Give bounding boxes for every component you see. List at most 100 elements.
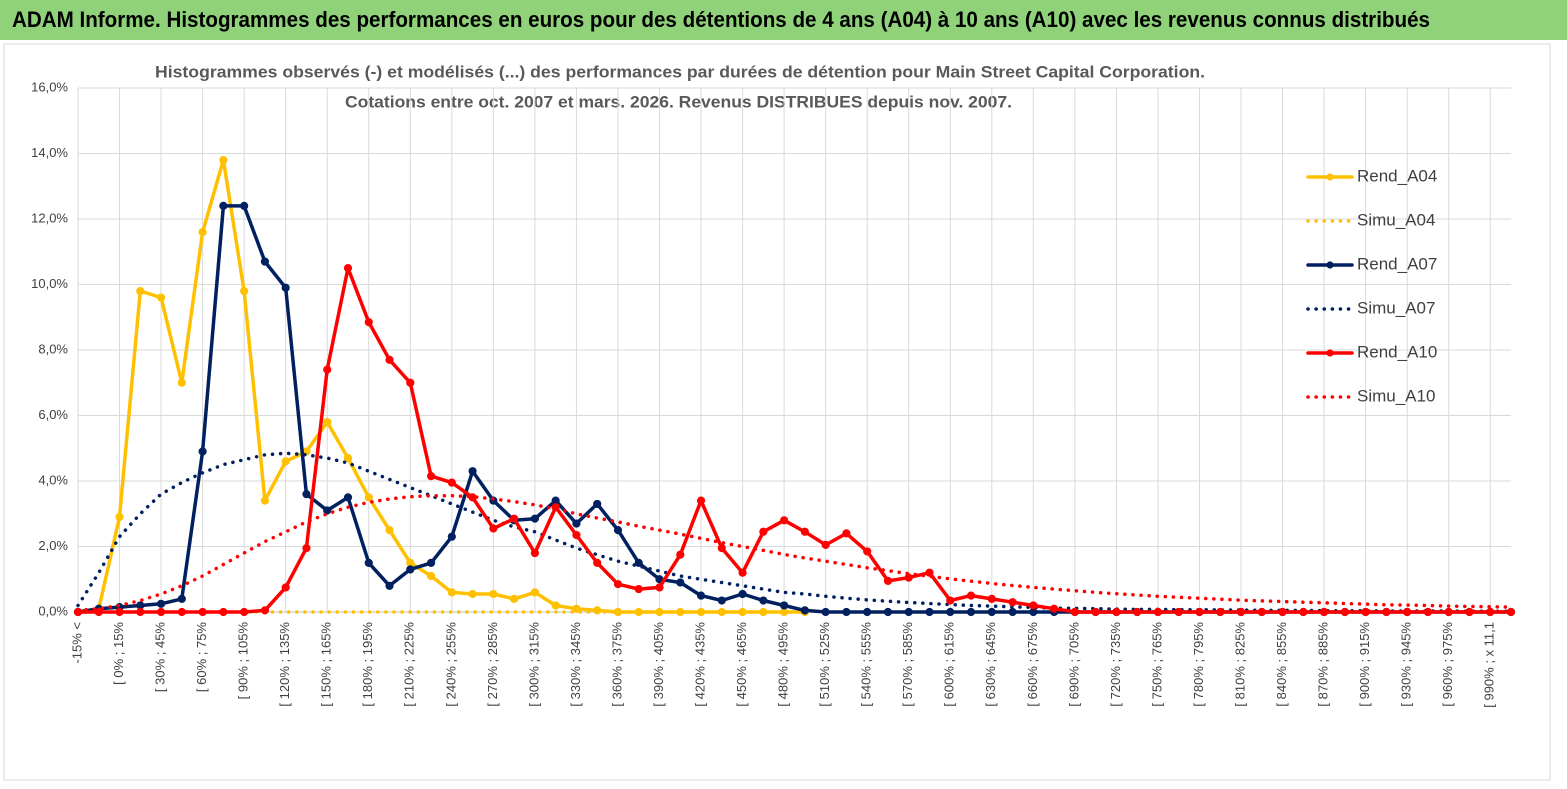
data-point <box>863 547 872 556</box>
x-tick-label: [ 990% ; x 11,1 <box>1482 622 1497 708</box>
data-point <box>966 607 976 617</box>
data-point <box>946 596 955 605</box>
y-tick-label: 16,0% <box>31 79 68 94</box>
data-point <box>1070 607 1079 617</box>
data-point <box>1236 607 1246 617</box>
data-point <box>198 447 207 456</box>
data-point <box>260 257 270 266</box>
data-point <box>115 512 124 522</box>
data-point <box>489 589 498 599</box>
data-point <box>385 526 394 535</box>
data-point <box>343 453 353 463</box>
data-point <box>1257 607 1266 617</box>
data-point <box>780 516 789 525</box>
x-tick-label: [ 210% ; 225% <box>402 622 417 707</box>
data-point <box>1008 607 1017 617</box>
data-point <box>240 286 249 296</box>
data-point <box>572 519 581 528</box>
data-point <box>842 529 851 538</box>
data-point <box>987 607 996 617</box>
data-point <box>1486 607 1495 617</box>
x-tick-label: [ 870% ; 885% <box>1316 622 1331 707</box>
data-point <box>219 607 228 617</box>
x-tick-label: [ 360% ; 375% <box>609 622 624 707</box>
x-tick-label: [ 270% ; 285% <box>485 622 500 707</box>
data-point <box>281 583 290 592</box>
data-point <box>219 155 228 165</box>
data-point <box>219 201 228 210</box>
chart-frame <box>3 43 1551 781</box>
data-point <box>883 576 893 585</box>
data-point <box>1091 607 1100 617</box>
data-point <box>156 599 166 608</box>
x-tick-label: -15% < <box>69 622 84 664</box>
data-point <box>510 514 519 523</box>
data-point <box>177 607 186 617</box>
data-point <box>696 496 706 505</box>
x-tick-label: [ 660% ; 675% <box>1025 622 1040 707</box>
data-point <box>1050 604 1059 613</box>
data-point <box>1361 607 1370 617</box>
data-point <box>572 604 581 613</box>
data-point <box>530 588 539 597</box>
data-point <box>323 506 332 515</box>
data-point <box>925 607 934 617</box>
data-point <box>260 496 270 505</box>
x-tick-label: [ 720% ; 735% <box>1108 622 1123 707</box>
x-tick-label: [ 390% ; 405% <box>651 622 666 707</box>
data-point <box>447 588 456 597</box>
data-point <box>281 283 290 292</box>
data-point <box>780 601 789 610</box>
data-point <box>302 544 311 553</box>
data-point <box>323 417 332 427</box>
data-point <box>447 478 456 487</box>
legend-label: Rend_A07 <box>1357 254 1437 273</box>
data-point <box>655 583 664 592</box>
x-tick-label: [ 930% ; 945% <box>1399 622 1414 707</box>
data-point <box>468 589 477 599</box>
data-point <box>717 544 726 553</box>
legend-marker <box>1326 261 1334 269</box>
data-point <box>281 457 290 466</box>
x-tick-label: [ 30% ; 45% <box>153 622 168 693</box>
data-point <box>676 550 685 559</box>
legend-label: Rend_A04 <box>1357 166 1437 185</box>
data-point <box>738 568 747 577</box>
legend-label: Rend_A10 <box>1357 342 1437 361</box>
y-tick-label: 2,0% <box>38 538 68 553</box>
data-point <box>364 558 373 567</box>
x-tick-label: [ 480% ; 495% <box>776 622 791 707</box>
y-tick-label: 14,0% <box>31 145 68 160</box>
data-point <box>156 607 166 617</box>
data-point <box>406 378 415 387</box>
data-point <box>364 493 373 502</box>
y-tick-label: 6,0% <box>38 407 68 422</box>
data-point <box>240 201 249 210</box>
data-point <box>676 578 685 587</box>
data-point <box>468 467 477 476</box>
chart-subtitle: Cotations entre oct. 2007 et mars. 2026.… <box>345 92 1012 111</box>
data-point <box>156 293 166 302</box>
x-tick-label: [ 900% ; 915% <box>1357 622 1372 707</box>
data-point <box>738 589 747 599</box>
data-line <box>76 266 1513 614</box>
data-point <box>530 548 539 558</box>
data-point <box>177 378 186 387</box>
legend-label: Simu_A07 <box>1357 298 1435 317</box>
data-point <box>510 594 519 604</box>
data-point <box>426 471 436 481</box>
data-point <box>821 607 830 617</box>
data-point <box>447 532 456 541</box>
data-point <box>883 607 893 617</box>
data-point <box>323 365 332 374</box>
data-point <box>1444 607 1453 617</box>
header-title: ADAM Informe. Histogrammes des performan… <box>12 7 1430 32</box>
y-tick-label: 10,0% <box>31 276 68 291</box>
data-point <box>1506 607 1516 617</box>
x-tick-label: [ 750% ; 765% <box>1149 622 1164 707</box>
model-line <box>76 493 1513 613</box>
data-point <box>904 573 913 582</box>
data-point <box>177 594 186 604</box>
